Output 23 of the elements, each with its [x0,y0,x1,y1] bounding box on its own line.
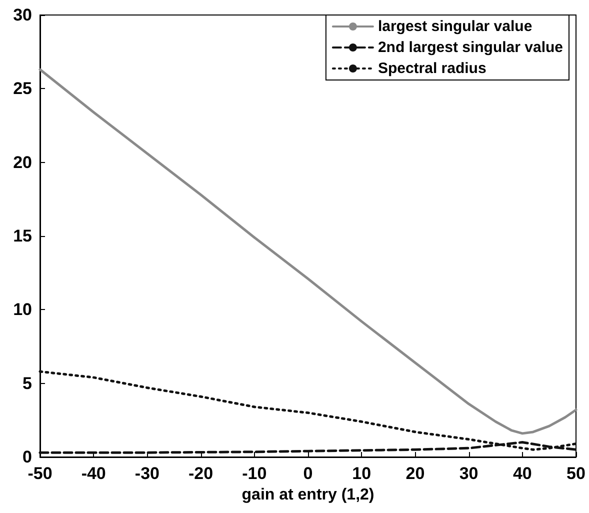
x-tick-label: 20 [406,464,425,483]
x-tick-label: 10 [352,464,372,483]
y-tick-label: 15 [13,226,32,246]
x-tick-label: -40 [81,464,106,483]
x-tick-label: 30 [459,464,478,483]
y-tick-label: 25 [13,79,32,98]
y-tick-label: 30 [13,6,32,24]
x-tick-label: -30 [134,464,160,483]
x-tick-label: 50 [566,464,586,483]
y-tick-label: 20 [13,152,32,172]
x-tick-label: -10 [242,464,267,483]
y-tick-label: 0 [22,448,32,466]
x-tick-label: 40 [512,464,532,483]
x-tick-label: -20 [188,464,214,483]
x-tick-label: 0 [303,464,313,483]
line-series [38,370,578,451]
legend-label: 2nd largest singular value [378,39,563,56]
legend-label: Spectral radius [378,60,486,77]
y-tick-label: 5 [22,374,32,393]
legend-label: largest singular value [378,18,532,35]
x-tick-label: -50 [28,464,52,483]
x-axis-title: gain at entry (1,2) [242,486,374,504]
y-tick-label: 10 [13,300,32,320]
